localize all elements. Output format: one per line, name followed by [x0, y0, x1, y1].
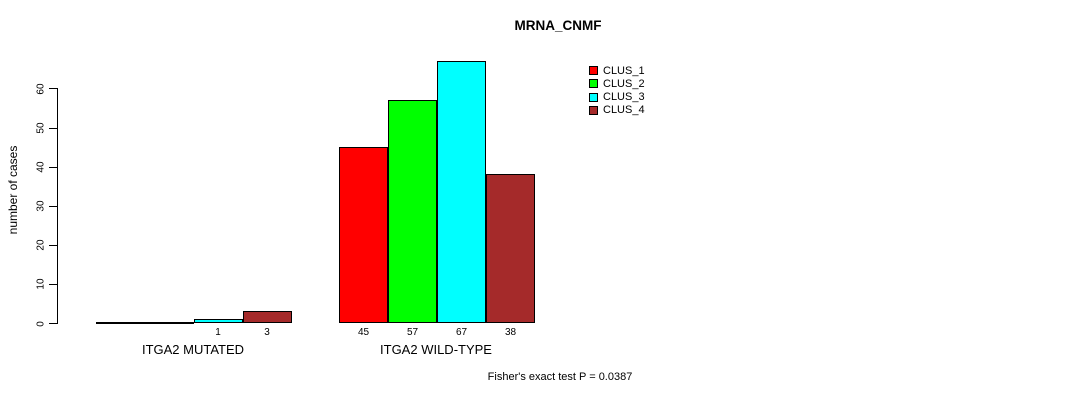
legend-label: CLUS_2 — [603, 77, 645, 90]
legend-swatch-clus_2 — [589, 79, 598, 89]
y-axis-tick — [49, 283, 57, 285]
legend-swatch-clus_1 — [589, 66, 598, 75]
y-axis-tick — [49, 205, 57, 207]
bar-clus_3 — [437, 61, 486, 323]
bar-value-label: 3 — [264, 326, 270, 338]
bar-value-label: 38 — [504, 326, 517, 338]
y-axis-tick-label: 30 — [35, 200, 47, 212]
legend-label: CLUS_4 — [603, 104, 645, 117]
bar-clus_1 — [339, 147, 388, 323]
y-axis-tick-label: 20 — [35, 239, 47, 251]
y-axis-tick — [49, 244, 57, 246]
fisher-test-annotation: Fisher's exact test P = 0.0387 — [487, 371, 633, 383]
y-axis-tick — [49, 166, 57, 168]
y-axis-title: number of cases — [6, 145, 20, 235]
y-axis-tick-label: 10 — [35, 278, 47, 290]
y-axis-tick-label: 50 — [35, 122, 47, 134]
legend-item-clus_2: CLUS_2 — [589, 77, 645, 90]
bar-value-label: 1 — [215, 326, 221, 338]
y-axis-tick-label: 40 — [35, 161, 47, 173]
y-axis-tick-label: 0 — [35, 320, 47, 327]
legend-label: CLUS_3 — [603, 91, 645, 104]
y-axis-line — [57, 88, 58, 324]
legend-swatch-clus_4 — [589, 105, 598, 115]
bar-clus_3 — [193, 319, 243, 323]
legend-item-clus_1: CLUS_1 — [589, 64, 645, 77]
y-axis-tick — [49, 88, 57, 90]
group-label-wild-type: ITGA2 WILD-TYPE — [380, 342, 492, 357]
chart-title: MRNA_CNMF — [514, 18, 602, 33]
legend-swatch-clus_3 — [589, 92, 598, 102]
bar-clus_2-zero — [144, 322, 194, 324]
legend-item-clus_4: CLUS_4 — [589, 104, 645, 117]
group-label-mutated: ITGA2 MUTATED — [141, 342, 245, 357]
legend-item-clus_3: CLUS_3 — [589, 91, 645, 104]
bar-value-label: 45 — [357, 326, 370, 338]
bar-value-label: 57 — [406, 326, 419, 338]
bar-clus_2 — [388, 100, 437, 323]
bar-value-label: 67 — [455, 326, 468, 338]
y-axis-tick-label: 60 — [35, 83, 47, 95]
y-axis-tick — [49, 323, 57, 324]
bar-clus_4 — [486, 174, 535, 323]
bar-clus_1-zero — [95, 322, 145, 324]
y-axis-tick — [49, 127, 57, 129]
bar-clus_4 — [242, 311, 292, 323]
legend-label: CLUS_1 — [603, 64, 645, 77]
